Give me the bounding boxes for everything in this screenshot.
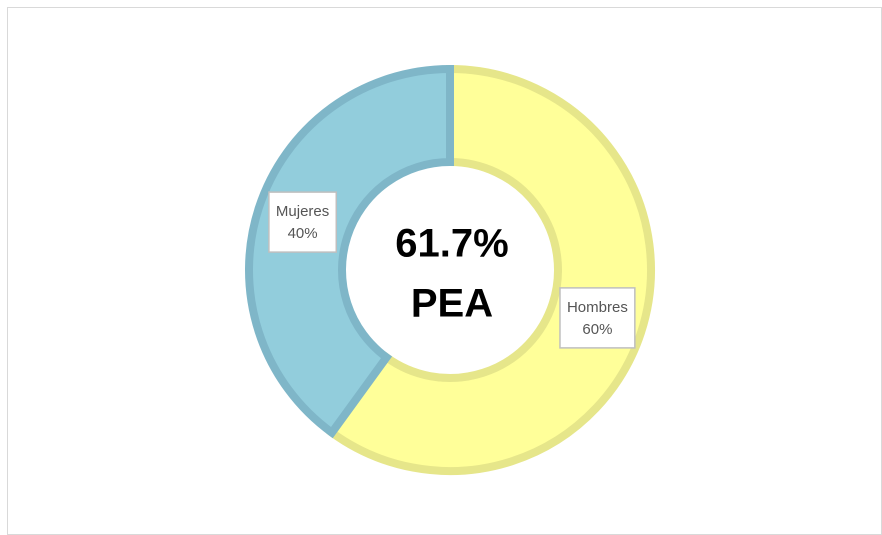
data-label-value: 60% (582, 321, 612, 338)
donut-slice (245, 64, 454, 439)
center-value: 61.7% (395, 222, 508, 266)
data-label-value: 40% (288, 225, 318, 242)
data-label-category: Hombres (567, 299, 628, 316)
data-label: Hombres 60% (559, 287, 636, 349)
donut-slice (326, 64, 655, 475)
data-label-category: Mujeres (276, 203, 329, 220)
center-label: PEA (411, 282, 493, 326)
data-label: Mujeres 40% (268, 191, 338, 253)
data-label-box (559, 287, 636, 349)
data-label-box (268, 191, 338, 253)
